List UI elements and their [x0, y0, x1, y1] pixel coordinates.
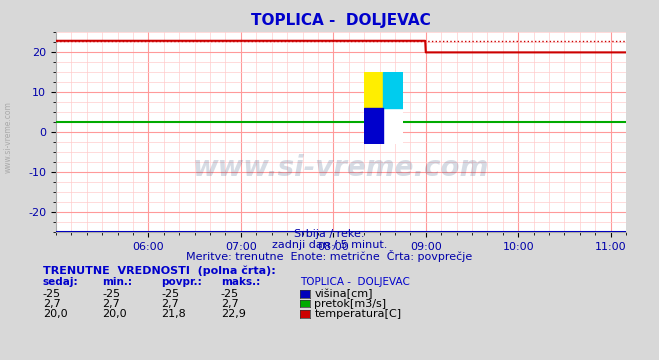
- Text: 2,7: 2,7: [161, 299, 179, 309]
- Text: višina[cm]: višina[cm]: [314, 289, 373, 299]
- Text: www.si-vreme.com: www.si-vreme.com: [193, 154, 489, 182]
- Text: maks.:: maks.:: [221, 277, 260, 287]
- Text: 2,7: 2,7: [102, 299, 120, 309]
- Text: -25: -25: [102, 289, 121, 299]
- Title: TOPLICA -  DOLJEVAC: TOPLICA - DOLJEVAC: [251, 13, 431, 28]
- Text: TOPLICA -  DOLJEVAC: TOPLICA - DOLJEVAC: [300, 277, 410, 287]
- Text: www.si-vreme.com: www.si-vreme.com: [3, 101, 13, 173]
- Text: min.:: min.:: [102, 277, 132, 287]
- Text: -25: -25: [43, 289, 61, 299]
- Text: 20,0: 20,0: [43, 309, 67, 319]
- Text: 22,9: 22,9: [221, 309, 246, 319]
- Text: -25: -25: [161, 289, 180, 299]
- Text: zadnji dan / 5 minut.: zadnji dan / 5 minut.: [272, 240, 387, 251]
- Text: 20,0: 20,0: [102, 309, 127, 319]
- Text: pretok[m3/s]: pretok[m3/s]: [314, 299, 386, 309]
- Polygon shape: [364, 72, 384, 108]
- Text: 2,7: 2,7: [221, 299, 239, 309]
- Polygon shape: [384, 72, 403, 108]
- Text: 21,8: 21,8: [161, 309, 186, 319]
- Text: Srbija / reke.: Srbija / reke.: [295, 229, 364, 239]
- Text: temperatura[C]: temperatura[C]: [314, 309, 401, 319]
- Text: povpr.:: povpr.:: [161, 277, 202, 287]
- Text: sedaj:: sedaj:: [43, 277, 78, 287]
- Text: 2,7: 2,7: [43, 299, 61, 309]
- Polygon shape: [364, 108, 384, 144]
- Text: Meritve: trenutne  Enote: metrične  Črta: povprečje: Meritve: trenutne Enote: metrične Črta: …: [186, 250, 473, 262]
- Text: -25: -25: [221, 289, 239, 299]
- Text: TRENUTNE  VREDNOSTI  (polna črta):: TRENUTNE VREDNOSTI (polna črta):: [43, 266, 275, 276]
